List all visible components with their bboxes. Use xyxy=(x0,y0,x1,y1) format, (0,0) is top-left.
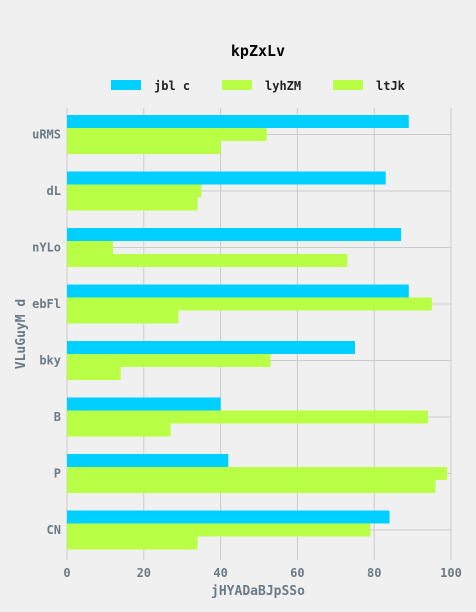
legend-label: jbl c xyxy=(154,79,190,93)
bar-series-2 xyxy=(67,297,432,311)
legend-swatch xyxy=(222,80,252,90)
bar-series-1 xyxy=(67,454,229,467)
bar-series-1 xyxy=(67,115,409,128)
y-tick-label: ebFl xyxy=(32,297,61,311)
bar-series-3 xyxy=(67,480,436,493)
chart-title: kpZxLv xyxy=(231,42,285,60)
bar-series-1 xyxy=(67,341,355,354)
y-tick-label: bky xyxy=(39,354,61,368)
bar-series-2 xyxy=(67,241,114,254)
x-axis-label: jHYADaBJpSSo xyxy=(211,584,305,599)
bar-series-2 xyxy=(67,467,448,480)
x-tick-labels: 0 20 40 60 80 100 xyxy=(63,566,461,580)
bar-series-3 xyxy=(67,254,348,267)
bar-series-2 xyxy=(67,354,271,367)
bar-series-1 xyxy=(67,510,390,524)
bar-series-2 xyxy=(67,128,267,141)
legend-label: ltJk xyxy=(376,79,406,93)
x-tick-label: 60 xyxy=(290,566,304,580)
y-tick-label: CN xyxy=(47,523,61,537)
legend-label: lyhZM xyxy=(265,79,301,93)
x-tick-label: 100 xyxy=(440,566,462,580)
y-tick-label: nYLo xyxy=(32,241,61,255)
x-tick-label: 40 xyxy=(213,566,227,580)
bar-series-1 xyxy=(67,284,409,298)
x-tick-label: 80 xyxy=(367,566,381,580)
bar-series-3 xyxy=(67,536,198,550)
y-tick-label: uRMS xyxy=(32,128,61,142)
y-tick-label: B xyxy=(54,410,61,424)
legend-swatch xyxy=(333,80,363,90)
bar-series-1 xyxy=(67,397,221,411)
y-axis-label: VLuGuyM d xyxy=(14,299,29,369)
bar-series-3 xyxy=(67,197,198,211)
bars xyxy=(67,115,448,550)
bar-series-3 xyxy=(67,423,171,437)
bar-series-2 xyxy=(67,184,202,198)
x-tick-label: 20 xyxy=(137,566,151,580)
y-tick-label: P xyxy=(54,467,61,481)
y-tick-labels: uRMS dL nYLo ebFl bky B P CN xyxy=(32,128,61,538)
bar-series-3 xyxy=(67,310,179,324)
x-tick-label: 0 xyxy=(63,566,70,580)
bar-series-2 xyxy=(67,410,428,424)
bar-series-3 xyxy=(67,141,221,154)
legend: jbl c lyhZM ltJk xyxy=(111,79,406,93)
bar-series-1 xyxy=(67,171,386,185)
y-tick-label: dL xyxy=(47,184,61,198)
bar-series-3 xyxy=(67,367,121,380)
bar-series-2 xyxy=(67,523,371,537)
bar-series-1 xyxy=(67,228,402,241)
legend-swatch xyxy=(111,80,141,90)
